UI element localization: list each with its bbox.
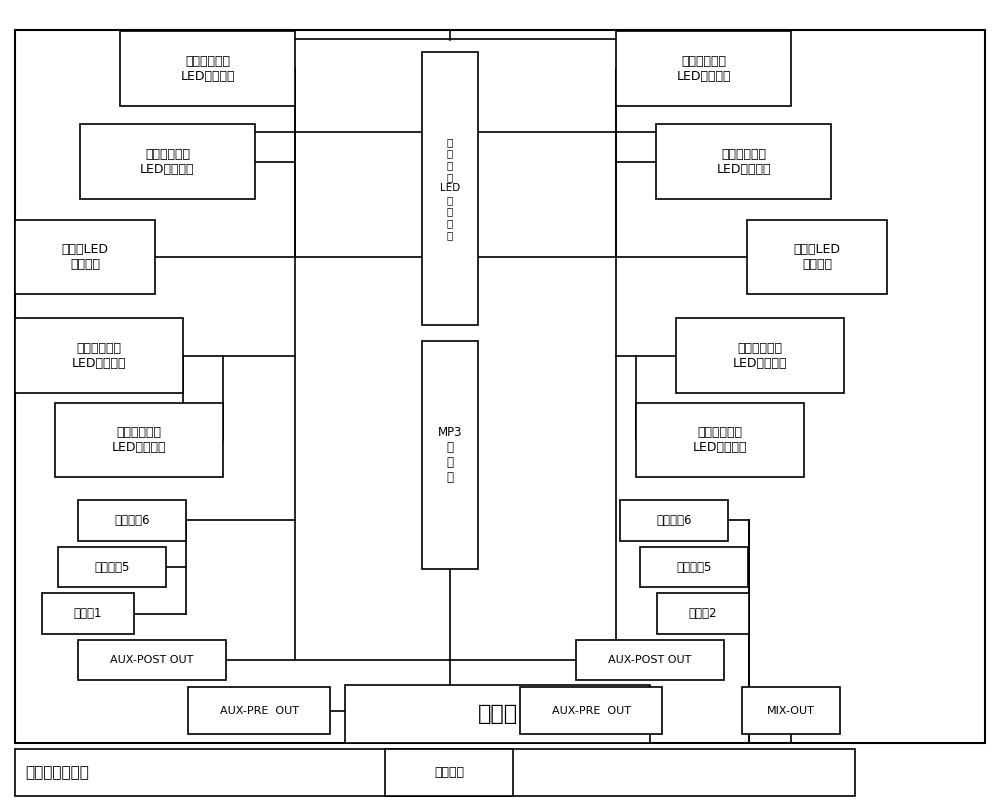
FancyBboxPatch shape — [576, 640, 724, 680]
Text: 前置返听音箱
LED电平显示: 前置返听音箱 LED电平显示 — [140, 148, 195, 176]
Text: 音频综合处理器: 音频综合处理器 — [25, 765, 89, 780]
FancyBboxPatch shape — [520, 687, 662, 734]
FancyBboxPatch shape — [742, 687, 840, 734]
Text: 主音箱LED
电平显示: 主音箱LED 电平显示 — [62, 243, 108, 271]
Text: AUX-PRE  OUT: AUX-PRE OUT — [552, 706, 631, 715]
FancyBboxPatch shape — [15, 749, 855, 796]
Text: 中场补声音箱
LED电平显示: 中场补声音箱 LED电平显示 — [733, 342, 787, 370]
FancyBboxPatch shape — [15, 318, 183, 393]
Text: 辅助输出: 辅助输出 — [434, 766, 464, 779]
FancyBboxPatch shape — [620, 500, 728, 541]
FancyBboxPatch shape — [747, 220, 887, 294]
Text: 后场补声音箱
LED电平显示: 后场补声音箱 LED电平显示 — [112, 426, 166, 454]
Text: 主音箱LED
电平显示: 主音箱LED 电平显示 — [794, 243, 840, 271]
FancyBboxPatch shape — [385, 749, 513, 796]
Text: 辅助输出5: 辅助输出5 — [676, 561, 712, 573]
Text: AUX-POST OUT: AUX-POST OUT — [608, 655, 692, 665]
Text: 后置返听音箱
LED电平显示: 后置返听音箱 LED电平显示 — [180, 55, 235, 83]
Text: AUX-PRE  OUT: AUX-PRE OUT — [220, 706, 298, 715]
FancyBboxPatch shape — [15, 220, 155, 294]
FancyBboxPatch shape — [676, 318, 844, 393]
FancyBboxPatch shape — [42, 593, 134, 634]
Text: 主输出2: 主输出2 — [689, 607, 717, 620]
Text: 后场补声音箱
LED电平显示: 后场补声音箱 LED电平显示 — [693, 426, 747, 454]
FancyBboxPatch shape — [78, 500, 186, 541]
FancyBboxPatch shape — [80, 124, 255, 199]
FancyBboxPatch shape — [656, 124, 831, 199]
Text: 调音台: 调音台 — [477, 704, 518, 724]
FancyBboxPatch shape — [345, 685, 650, 743]
Text: 中场补声音箱
LED电平显示: 中场补声音箱 LED电平显示 — [72, 342, 126, 370]
Text: 辅助输出5: 辅助输出5 — [94, 561, 130, 573]
FancyBboxPatch shape — [78, 640, 226, 680]
Text: MP3
播
放
器: MP3 播 放 器 — [438, 426, 462, 484]
Text: 辅助输出6: 辅助输出6 — [114, 514, 150, 527]
FancyBboxPatch shape — [188, 687, 330, 734]
Text: MIX-OUT: MIX-OUT — [767, 706, 815, 715]
FancyBboxPatch shape — [58, 547, 166, 587]
Text: 后置返听音箱
LED电平显示: 后置返听音箱 LED电平显示 — [676, 55, 731, 83]
Text: 中
置
音
箱
LED
电
平
显
示: 中 置 音 箱 LED 电 平 显 示 — [440, 137, 460, 240]
FancyBboxPatch shape — [616, 31, 791, 106]
Text: 主输出1: 主输出1 — [74, 607, 102, 620]
Text: AUX-POST OUT: AUX-POST OUT — [110, 655, 194, 665]
FancyBboxPatch shape — [640, 547, 748, 587]
FancyBboxPatch shape — [55, 403, 223, 477]
FancyBboxPatch shape — [422, 341, 478, 569]
FancyBboxPatch shape — [422, 52, 478, 325]
FancyBboxPatch shape — [636, 403, 804, 477]
Text: 前置返听音箱
LED电平显示: 前置返听音箱 LED电平显示 — [716, 148, 771, 176]
FancyBboxPatch shape — [120, 31, 295, 106]
FancyBboxPatch shape — [657, 593, 749, 634]
Text: 辅助输出6: 辅助输出6 — [656, 514, 692, 527]
